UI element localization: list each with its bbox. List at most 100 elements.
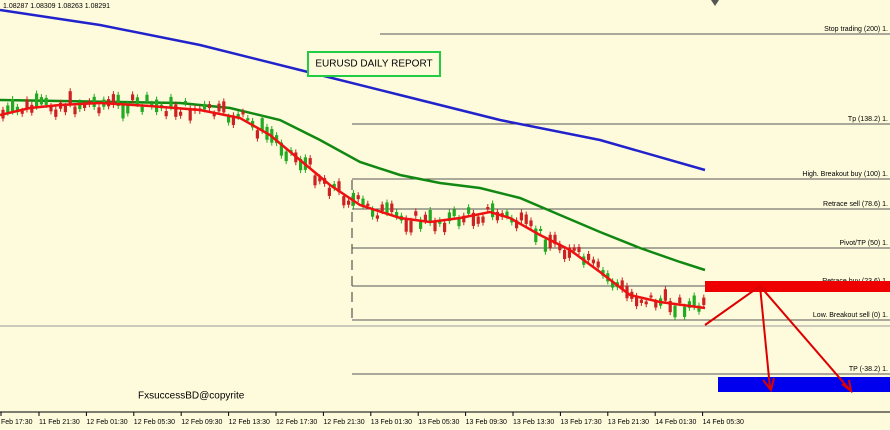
candle-body (375, 215, 379, 219)
candle-body (692, 295, 696, 308)
candle-body (471, 212, 475, 226)
candle-body (361, 198, 365, 206)
candle-body (419, 219, 423, 229)
candle-body (390, 203, 394, 213)
watermark: FxsuccessBD@copyrite (138, 391, 245, 402)
x-label: 14 Feb 01:30 (655, 419, 696, 426)
candle-body (318, 177, 322, 182)
candle-body (63, 105, 67, 113)
x-label: 12 Feb 01:30 (86, 419, 127, 426)
candle-body (179, 111, 183, 116)
candle-body (587, 253, 591, 261)
candle-body (366, 203, 370, 206)
x-label: 11 Feb 21:30 (39, 419, 80, 426)
candle-body (524, 214, 528, 224)
candle-body (596, 261, 600, 268)
candle-body (241, 111, 245, 115)
candle-body (313, 175, 317, 186)
candle-body (529, 220, 533, 227)
candle-body (481, 216, 485, 223)
x-label: Feb 17:30 (1, 419, 33, 426)
candle-body (337, 181, 341, 193)
candle-body (35, 93, 39, 107)
x-label: 12 Feb 13:30 (229, 419, 270, 426)
candle-body (534, 228, 538, 243)
candle-body (380, 204, 384, 212)
ma-green (0, 98, 706, 272)
candle-body (409, 220, 413, 233)
candle-body (131, 94, 135, 101)
candle-body (515, 220, 519, 229)
candle-body (255, 130, 259, 139)
candle-body (572, 247, 576, 251)
candle-body (423, 214, 427, 221)
candle-body (567, 247, 571, 258)
candle-body (683, 306, 687, 317)
candle-body (697, 305, 701, 312)
candle-body (332, 183, 336, 189)
candle-body (395, 212, 399, 217)
candle-body (279, 142, 283, 156)
candle-body (467, 207, 471, 214)
candle-body (452, 209, 456, 217)
candle-body (428, 210, 432, 224)
candle-body (678, 297, 682, 304)
candle-body (212, 113, 216, 117)
candle-body (553, 234, 557, 245)
candle-body (438, 220, 442, 224)
x-label: 12 Feb 09:30 (181, 419, 222, 426)
candle-body (591, 259, 595, 264)
x-label: 13 Feb 01:30 (371, 419, 412, 426)
candle-body (495, 211, 499, 221)
candle-body (78, 102, 82, 110)
candle-body (342, 196, 346, 206)
candle-body (54, 109, 58, 117)
candle-body (433, 220, 437, 232)
candle-body (116, 94, 120, 107)
level-label: Tp (138.2) 1. (848, 116, 888, 123)
candle-body (327, 187, 331, 196)
candle-body (15, 106, 19, 113)
candle-body (447, 212, 451, 222)
shift-marker (711, 0, 719, 6)
candle-body (11, 99, 15, 112)
arrow-head (841, 379, 853, 394)
candle-body (702, 297, 706, 305)
level-label: TP (-38.2) 1. (849, 366, 888, 373)
candle-body (111, 94, 115, 106)
candle-body (25, 99, 29, 110)
arrow-path (759, 285, 851, 391)
candle-body (539, 228, 543, 231)
candle-body (203, 103, 207, 110)
candle-body (97, 107, 101, 114)
candle-body (457, 217, 461, 227)
candle-body (519, 212, 523, 221)
x-label: 14 Feb 05:30 (703, 419, 744, 426)
candle-body (73, 106, 77, 115)
candle-body (687, 301, 691, 308)
candle-body (620, 280, 624, 290)
candle-body (308, 158, 312, 165)
candle-body (563, 249, 567, 260)
candle-body (39, 97, 43, 105)
candle-body (6, 105, 10, 113)
level-label: Low. Breakout sell (0) 1. (813, 312, 888, 319)
candle-body (140, 106, 144, 112)
candle-body (404, 218, 408, 232)
candle-body (347, 200, 351, 205)
candle-body (505, 211, 509, 217)
candle-body (121, 105, 125, 119)
title: EURUSD DAILY REPORT (315, 59, 432, 70)
candle-body (491, 203, 495, 218)
candle-body (644, 301, 648, 305)
candle-body (673, 305, 677, 318)
candle-body (145, 94, 149, 102)
candle-body (174, 104, 178, 117)
candle-body (558, 243, 562, 251)
sell-zone (705, 281, 890, 292)
level-label: Stop trading (200) 1. (824, 26, 888, 33)
candle-body (227, 116, 231, 123)
x-label: 13 Feb 09:30 (466, 419, 507, 426)
